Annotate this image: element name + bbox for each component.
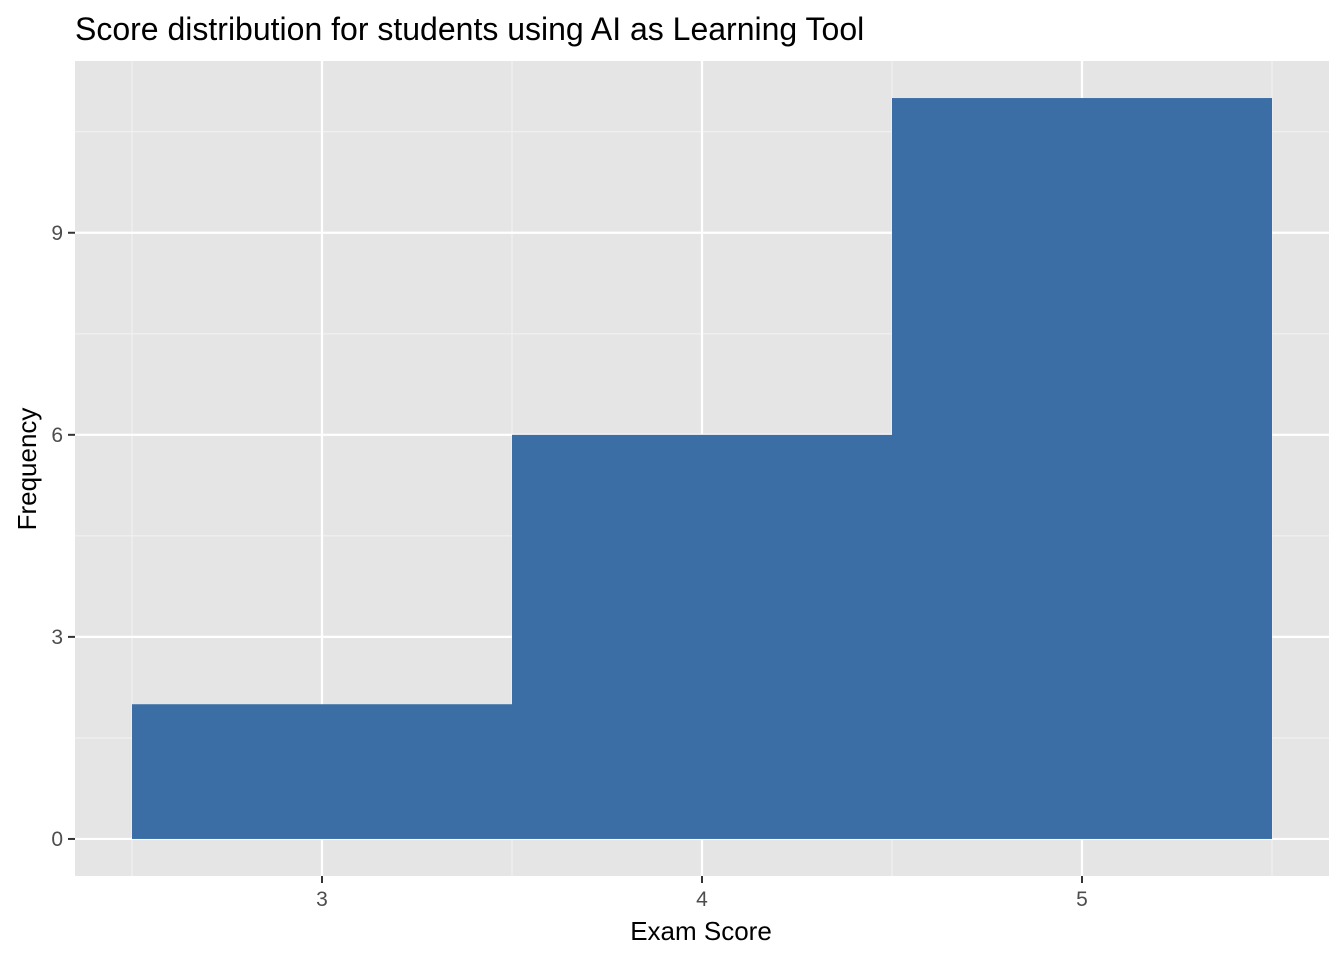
- bars: [132, 98, 1272, 839]
- histogram-bar-1: [132, 704, 512, 839]
- x-tick-label: 4: [696, 888, 708, 911]
- x-tick-label: 3: [316, 888, 328, 911]
- histogram-bar-2: [512, 434, 892, 839]
- y-tick-label: 3: [51, 626, 63, 649]
- y-axis-title: Frequency: [12, 408, 42, 531]
- y-tick-label: 0: [51, 828, 63, 851]
- x-axis-title: Exam Score: [630, 916, 772, 946]
- histogram-bar-3: [892, 98, 1272, 839]
- y-tick-label: 6: [51, 424, 63, 447]
- x-tick-label: 5: [1076, 888, 1088, 911]
- y-axis: 0 3 6 9: [51, 222, 75, 851]
- y-tick-label: 9: [51, 222, 63, 245]
- x-axis: 3 4 5: [316, 876, 1088, 911]
- chart-title: Score distribution for students using AI…: [75, 11, 864, 47]
